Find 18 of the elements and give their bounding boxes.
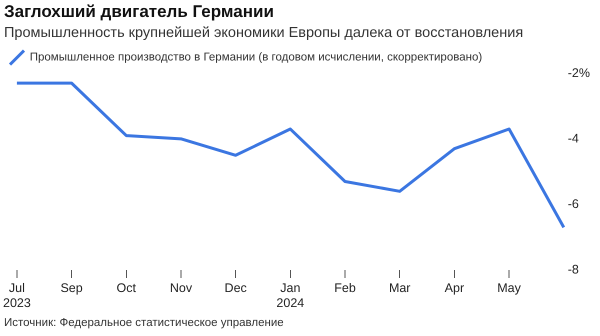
x-tick-label: Apr [444,280,464,295]
x-tick-label: Feb [334,280,356,295]
text: Источник: Федеральное статистическое управление [3,316,285,331]
x-tick-label: Dec [224,280,247,295]
y-tick-label: -4 [568,131,579,146]
chart-subtitle: Промышленность крупнейшей экономики Европы далека от восстановления [4,25,524,42]
y-tick-label: -6 [568,196,579,211]
chart-title: Заглохший двигатель Германии [4,2,274,21]
legend-label: Промышленное производство в Германии (в годовом исчислении, скорректировано) [30,52,482,64]
x-tick-label: Sep [60,280,83,295]
x-tick-label: Nov [170,280,193,295]
y-tick-label: -2% [568,66,590,80]
x-tick-label: Mar [388,280,410,295]
x-tick-label: May [497,280,522,295]
y-tick-label: -8 [568,262,579,276]
x-tick-label: Jul 2023 [3,280,31,310]
x-tick-label: Oct [116,280,137,295]
x-tick-label: Jan 2024 [276,280,304,310]
